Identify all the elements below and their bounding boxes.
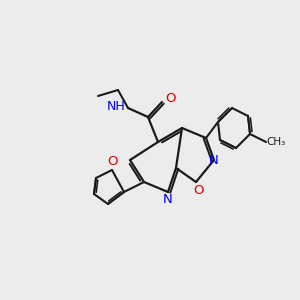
Text: NH: NH (107, 100, 126, 112)
Text: O: O (193, 184, 203, 197)
Text: O: O (107, 155, 117, 168)
Text: N: N (209, 154, 219, 166)
Text: O: O (165, 92, 175, 106)
Text: N: N (163, 193, 173, 206)
Text: CH₃: CH₃ (266, 137, 285, 147)
